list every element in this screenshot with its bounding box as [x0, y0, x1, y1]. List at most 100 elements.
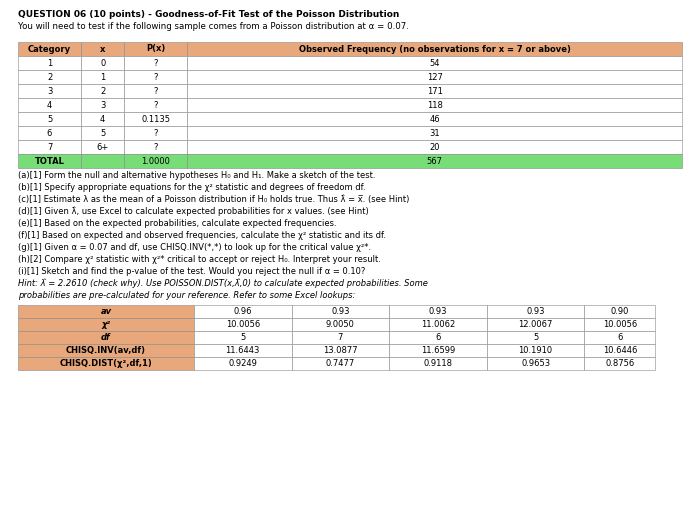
- Text: (e)[1] Based on the expected probabilities, calculate expected frequencies.: (e)[1] Based on the expected probabiliti…: [18, 219, 337, 228]
- Text: (a)[1] Form the null and alternative hypotheses H₀ and H₁. Make a sketch of the : (a)[1] Form the null and alternative hyp…: [18, 171, 375, 180]
- Bar: [389, 331, 486, 344]
- Bar: [389, 318, 486, 331]
- Bar: [292, 318, 389, 331]
- Text: 2: 2: [100, 87, 105, 95]
- Text: 12.0067: 12.0067: [519, 320, 553, 329]
- Bar: [81, 84, 124, 98]
- Bar: [292, 344, 389, 357]
- Text: 5: 5: [47, 114, 52, 123]
- Bar: [81, 56, 124, 70]
- Text: 0: 0: [100, 59, 105, 67]
- Text: Hint: λ̂ = 2.2610 (check why). Use POISSON.DIST(x,λ̂,0) to calculate expected pr: Hint: λ̂ = 2.2610 (check why). Use POISS…: [18, 279, 428, 289]
- Text: ?: ?: [153, 142, 158, 151]
- Bar: [188, 126, 682, 140]
- Text: 567: 567: [427, 156, 442, 165]
- Text: ?: ?: [153, 100, 158, 109]
- Text: 0.96: 0.96: [234, 307, 252, 316]
- Bar: [584, 331, 655, 344]
- Text: 6: 6: [435, 333, 441, 342]
- Text: 7: 7: [337, 333, 343, 342]
- Text: ?: ?: [153, 128, 158, 137]
- Text: x: x: [100, 45, 105, 53]
- Bar: [389, 305, 486, 318]
- Text: CHISQ.INV(av,df): CHISQ.INV(av,df): [66, 346, 146, 355]
- Text: 6: 6: [47, 128, 52, 137]
- Bar: [81, 126, 124, 140]
- Bar: [18, 344, 194, 357]
- Text: 127: 127: [427, 73, 442, 81]
- Bar: [124, 112, 188, 126]
- Text: (f)[1] Based on expected and observed frequencies, calculate the χ² statistic an: (f)[1] Based on expected and observed fr…: [18, 231, 386, 240]
- Bar: [81, 112, 124, 126]
- Bar: [188, 140, 682, 154]
- Bar: [194, 305, 292, 318]
- Bar: [124, 98, 188, 112]
- Text: (b)[1] Specify appropriate equations for the χ² statistic and degrees of freedom: (b)[1] Specify appropriate equations for…: [18, 183, 365, 192]
- Text: probabilities are pre-calculated for your reference. Refer to some Excel lookups: probabilities are pre-calculated for you…: [18, 291, 356, 300]
- Bar: [584, 357, 655, 370]
- Text: ?: ?: [153, 59, 158, 67]
- Bar: [584, 318, 655, 331]
- Bar: [188, 70, 682, 84]
- Bar: [486, 331, 584, 344]
- Text: 0.90: 0.90: [610, 307, 629, 316]
- Bar: [486, 305, 584, 318]
- Text: 1.0000: 1.0000: [141, 156, 170, 165]
- Bar: [18, 140, 81, 154]
- Bar: [486, 357, 584, 370]
- Bar: [124, 56, 188, 70]
- Bar: [124, 126, 188, 140]
- Text: 5: 5: [533, 333, 538, 342]
- Text: χ²: χ²: [102, 320, 111, 329]
- Text: 0.9249: 0.9249: [228, 359, 257, 368]
- Text: 171: 171: [427, 87, 442, 95]
- Text: 3: 3: [100, 100, 105, 109]
- Text: 2: 2: [47, 73, 52, 81]
- Text: (c)[1] Estimate λ as the mean of a Poisson distribution if H₀ holds true. Thus λ: (c)[1] Estimate λ as the mean of a Poiss…: [18, 195, 409, 204]
- Text: 11.0062: 11.0062: [421, 320, 455, 329]
- Bar: [188, 42, 682, 56]
- Text: 31: 31: [429, 128, 440, 137]
- Bar: [188, 154, 682, 168]
- Bar: [194, 344, 292, 357]
- Text: df: df: [102, 333, 111, 342]
- Bar: [18, 154, 81, 168]
- Text: 1: 1: [47, 59, 52, 67]
- Bar: [18, 126, 81, 140]
- Text: 0.1135: 0.1135: [141, 114, 170, 123]
- Text: 10.1910: 10.1910: [519, 346, 553, 355]
- Text: 13.0877: 13.0877: [323, 346, 358, 355]
- Bar: [389, 344, 486, 357]
- Text: 9.0050: 9.0050: [326, 320, 355, 329]
- Text: 5: 5: [100, 128, 105, 137]
- Bar: [81, 140, 124, 154]
- Text: 11.6599: 11.6599: [421, 346, 455, 355]
- Bar: [18, 305, 194, 318]
- Text: 20: 20: [429, 142, 440, 151]
- Text: 0.9118: 0.9118: [424, 359, 452, 368]
- Text: 7: 7: [47, 142, 52, 151]
- Text: 4: 4: [100, 114, 105, 123]
- Bar: [188, 56, 682, 70]
- Bar: [188, 112, 682, 126]
- Bar: [486, 344, 584, 357]
- Bar: [81, 154, 124, 168]
- Text: 0.9653: 0.9653: [521, 359, 550, 368]
- Bar: [81, 70, 124, 84]
- Text: 46: 46: [429, 114, 440, 123]
- Bar: [81, 42, 124, 56]
- Text: 54: 54: [429, 59, 440, 67]
- Text: ?: ?: [153, 73, 158, 81]
- Bar: [18, 357, 194, 370]
- Text: 5: 5: [240, 333, 246, 342]
- Text: 11.6443: 11.6443: [225, 346, 260, 355]
- Bar: [486, 318, 584, 331]
- Text: ?: ?: [153, 87, 158, 95]
- Bar: [389, 357, 486, 370]
- Bar: [188, 98, 682, 112]
- Text: 6: 6: [617, 333, 622, 342]
- Bar: [584, 344, 655, 357]
- Bar: [584, 305, 655, 318]
- Bar: [124, 154, 188, 168]
- Text: 1: 1: [100, 73, 105, 81]
